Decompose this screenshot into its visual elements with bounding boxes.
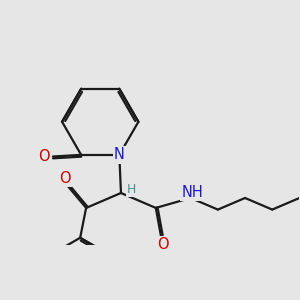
Text: NH: NH (182, 184, 203, 200)
Text: O: O (38, 149, 50, 164)
Text: O: O (59, 171, 71, 186)
Text: H: H (127, 182, 136, 196)
Text: O: O (157, 237, 168, 252)
Text: N: N (114, 147, 125, 162)
